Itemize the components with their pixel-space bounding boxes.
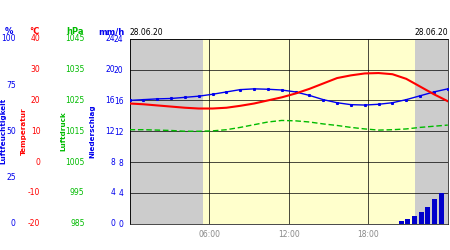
Text: 985: 985	[70, 219, 85, 228]
Text: Temperatur: Temperatur	[20, 108, 27, 155]
Text: 75: 75	[6, 80, 16, 90]
Text: mm/h: mm/h	[98, 27, 124, 36]
Text: 24: 24	[106, 34, 115, 43]
Text: Luftfeuchtigkeit: Luftfeuchtigkeit	[0, 98, 7, 164]
Text: 1025: 1025	[65, 96, 85, 105]
Bar	[412, 216, 417, 224]
Text: Niederschlag: Niederschlag	[89, 104, 95, 158]
Text: 1035: 1035	[65, 65, 85, 74]
Text: 20: 20	[106, 65, 115, 74]
Bar	[399, 222, 404, 224]
Bar	[418, 212, 424, 224]
Bar	[202, 39, 414, 224]
Bar	[432, 199, 437, 224]
Text: 0: 0	[36, 158, 40, 166]
Text: 12: 12	[106, 127, 115, 136]
Text: 20: 20	[31, 96, 40, 105]
Bar	[414, 39, 448, 224]
Text: 10: 10	[31, 127, 40, 136]
Text: 1005: 1005	[65, 158, 85, 166]
Text: 50: 50	[6, 127, 16, 136]
Text: 40: 40	[31, 34, 40, 43]
Text: -20: -20	[28, 219, 40, 228]
Bar	[439, 193, 444, 224]
Text: 4: 4	[110, 188, 115, 198]
Text: 1015: 1015	[65, 127, 85, 136]
Bar	[405, 219, 410, 224]
Bar	[130, 39, 202, 224]
Text: 995: 995	[70, 188, 85, 198]
Text: 30: 30	[31, 65, 40, 74]
Text: 28.06.20: 28.06.20	[414, 28, 448, 37]
Text: 0: 0	[11, 219, 16, 228]
Text: 8: 8	[110, 158, 115, 166]
Text: 28.06.20: 28.06.20	[130, 28, 163, 37]
Text: 16: 16	[106, 96, 115, 105]
Text: 100: 100	[1, 34, 16, 43]
Text: °C: °C	[29, 27, 40, 36]
Bar	[425, 207, 430, 224]
Text: 25: 25	[6, 173, 16, 182]
Text: -10: -10	[28, 188, 40, 198]
Text: 0: 0	[110, 219, 115, 228]
Text: Luftdruck: Luftdruck	[60, 112, 66, 151]
Text: 1045: 1045	[65, 34, 85, 43]
Text: hPa: hPa	[67, 27, 84, 36]
Text: %: %	[4, 27, 13, 36]
